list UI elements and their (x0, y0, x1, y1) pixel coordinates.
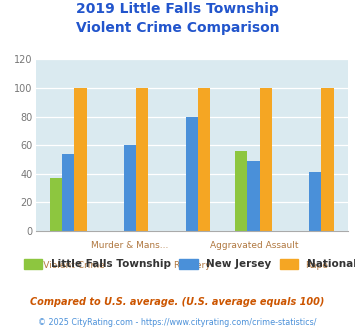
Bar (62, 154, 75, 231)
Bar (309, 172, 321, 231)
Text: All Violent Crime: All Violent Crime (29, 261, 105, 270)
Bar (235, 151, 247, 231)
Bar (321, 88, 334, 231)
Text: © 2025 CityRating.com - https://www.cityrating.com/crime-statistics/: © 2025 CityRating.com - https://www.city… (38, 318, 317, 327)
Bar (247, 161, 260, 231)
Text: Robbery: Robbery (173, 261, 211, 270)
Text: Murder & Mans...: Murder & Mans... (91, 241, 168, 250)
Bar (75, 88, 87, 231)
Bar (186, 116, 198, 231)
Bar (50, 178, 62, 231)
Text: 2019 Little Falls Township: 2019 Little Falls Township (76, 2, 279, 16)
Legend: Little Falls Township, New Jersey, National: Little Falls Township, New Jersey, Natio… (20, 255, 355, 274)
Text: Aggravated Assault: Aggravated Assault (210, 241, 299, 250)
Text: Rape: Rape (305, 261, 328, 270)
Bar (136, 88, 148, 231)
Bar (260, 88, 272, 231)
Bar (198, 88, 210, 231)
Bar (124, 145, 136, 231)
Text: Compared to U.S. average. (U.S. average equals 100): Compared to U.S. average. (U.S. average … (30, 297, 325, 307)
Text: Violent Crime Comparison: Violent Crime Comparison (76, 21, 279, 35)
